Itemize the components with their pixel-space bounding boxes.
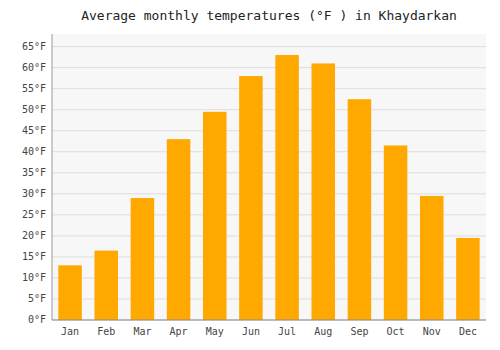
bar xyxy=(348,99,372,320)
x-tick-label: Jan xyxy=(61,326,79,337)
grid-line xyxy=(52,320,486,321)
x-tick-label: Feb xyxy=(97,326,115,337)
y-tick-label: 10°F xyxy=(22,272,46,283)
y-tick-label: 5°F xyxy=(28,293,46,304)
y-tick-label: 30°F xyxy=(22,188,46,199)
grid-line xyxy=(52,130,486,131)
x-tick-label: Jun xyxy=(242,326,260,337)
y-tick-label: 15°F xyxy=(22,251,46,262)
bar xyxy=(167,139,191,320)
grid-line xyxy=(52,109,486,110)
grid-line xyxy=(52,193,486,194)
x-tick-label: Apr xyxy=(170,326,188,337)
y-tick-label: 35°F xyxy=(22,167,46,178)
grid-line xyxy=(52,46,486,47)
bar xyxy=(384,145,408,320)
bar xyxy=(131,198,155,320)
bar xyxy=(58,265,82,320)
grid xyxy=(52,47,486,320)
x-tick-label: Sep xyxy=(350,326,368,337)
bar xyxy=(94,251,118,320)
y-tick-label: 50°F xyxy=(22,104,46,115)
x-tick-label: Mar xyxy=(133,326,151,337)
x-axis: Jan Feb Mar Apr May Jun Jul Aug Sep Oct Nov Dec xyxy=(52,320,486,337)
bars xyxy=(58,55,479,320)
bar xyxy=(420,196,444,320)
x-tick-label: Jul xyxy=(278,326,296,337)
x-tick-label: Dec xyxy=(459,326,477,337)
bar xyxy=(456,238,480,320)
x-tick-label: Nov xyxy=(423,326,441,337)
grid-line xyxy=(52,67,486,68)
y-tick-label: 40°F xyxy=(22,146,46,157)
y-tick-label: 60°F xyxy=(22,62,46,73)
x-tick-label: Aug xyxy=(314,326,332,337)
bar xyxy=(311,63,335,320)
chart-container: 0°F 5°F 10°F 15°F 20°F 25°F 30°F 35°F 40°F 45°F 50… xyxy=(0,0,500,350)
x-tick-label: Oct xyxy=(387,326,405,337)
title: Average monthly temperatures (°F ) in Kh… xyxy=(81,8,457,23)
plot-background xyxy=(52,34,486,320)
y-axis-line xyxy=(52,34,53,320)
bar xyxy=(239,76,263,320)
grid-line xyxy=(52,151,486,152)
y-tick-label: 0°F xyxy=(28,314,46,325)
y-tick-label: 65°F xyxy=(22,41,46,52)
y-axis: 0°F 5°F 10°F 15°F 20°F 25°F 30°F 35°F 40°F 45°F 50… xyxy=(22,34,52,325)
y-tick-label: 45°F xyxy=(22,125,46,136)
x-axis-line xyxy=(52,320,486,321)
y-tick-label: 20°F xyxy=(22,230,46,241)
grid-line xyxy=(52,88,486,89)
bar xyxy=(203,112,227,320)
x-tick-label: May xyxy=(206,326,224,337)
bar xyxy=(275,55,299,320)
grid-line xyxy=(52,172,486,173)
y-tick-label: 25°F xyxy=(22,209,46,220)
chart: 0°F 5°F 10°F 15°F 20°F 25°F 30°F 35°F 40°F 45°F 50… xyxy=(0,0,500,350)
y-tick-label: 55°F xyxy=(22,83,46,94)
